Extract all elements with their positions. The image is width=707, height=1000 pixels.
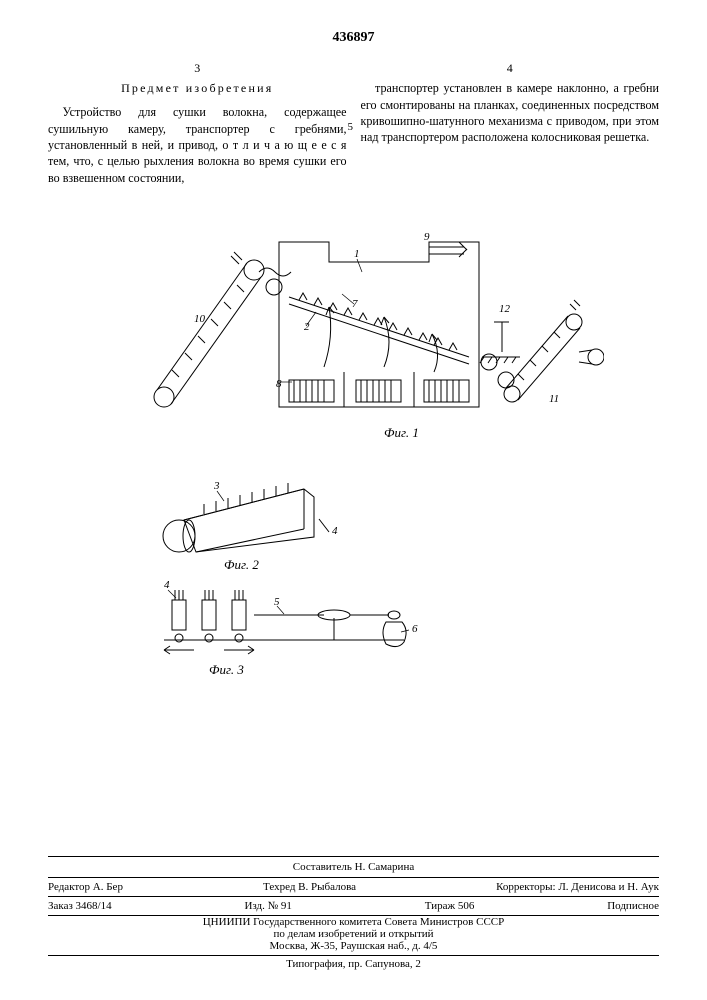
line-marker-5: 5: [348, 120, 354, 135]
footer-org2: по делам изобретений и открытий: [48, 928, 659, 940]
footer-corrector: Корректоры: Л. Денисова и Н. Аук: [496, 881, 659, 893]
left-body: Устройство для сушки волокна, содержащее…: [48, 104, 347, 186]
footer-sub: Подписное: [607, 900, 659, 912]
text-columns: 3 Предмет изобретения Устройство для суш…: [48, 60, 659, 186]
footer-tech: Техред В. Рыбалова: [263, 881, 356, 893]
footer-editor: Редактор А. Бер: [48, 881, 123, 893]
fig1-num-7: 7: [352, 298, 358, 310]
footer-tirage: Тираж 506: [425, 900, 475, 912]
right-body: транспортер установлен в камере наклонно…: [361, 80, 660, 145]
doc-number: 436897: [48, 30, 659, 46]
footer-print: Типография, пр. Сапунова, 2: [48, 956, 659, 970]
fig1-label: Фиг. 1: [384, 425, 419, 440]
fig2-num-3: 3: [213, 480, 220, 492]
figures-block: 1 9 7 2 8 10 12 11 Фиг. 1: [48, 212, 659, 680]
fig2-num-4: 4: [332, 525, 338, 537]
fig1-num-8: 8: [276, 378, 282, 390]
figure-1: 1 9 7 2 8 10 12 11 Фиг. 1: [104, 212, 604, 462]
fig1-num-10: 10: [194, 313, 206, 325]
footer-compiler: Составитель Н. Самарина: [293, 861, 414, 873]
footer-addr: Москва, Ж-35, Раушская наб., д. 4/5: [48, 940, 659, 956]
fig1-num-12: 12: [499, 303, 511, 315]
section-title: Предмет изобретения: [48, 80, 347, 96]
fig3-label: Фиг. 3: [209, 662, 244, 677]
left-column: 3 Предмет изобретения Устройство для суш…: [48, 60, 347, 186]
fig2-label: Фиг. 2: [224, 557, 259, 572]
figure-3: 4 5 6 Фиг. 3: [104, 570, 604, 680]
right-column: 4 5 транспортер установлен в камере накл…: [361, 60, 660, 186]
col-num-left: 3: [48, 60, 347, 76]
footer-izd: Изд. № 91: [244, 900, 291, 912]
col-num-right: 4: [361, 60, 660, 76]
fig3-num-4: 4: [164, 579, 170, 591]
fig1-num-11: 11: [549, 393, 559, 405]
figure-2: 3 4 Фиг. 2: [104, 464, 604, 574]
footer-order: Заказ 3468/14: [48, 900, 112, 912]
fig3-num-6: 6: [412, 623, 418, 635]
fig1-num-1: 1: [354, 248, 360, 260]
fig1-num-9: 9: [424, 231, 430, 243]
footer: Составитель Н. Самарина Редактор А. Бер …: [48, 856, 659, 970]
footer-org1: ЦНИИПИ Государственного комитета Совета …: [48, 916, 659, 928]
fig1-num-2: 2: [304, 321, 310, 333]
